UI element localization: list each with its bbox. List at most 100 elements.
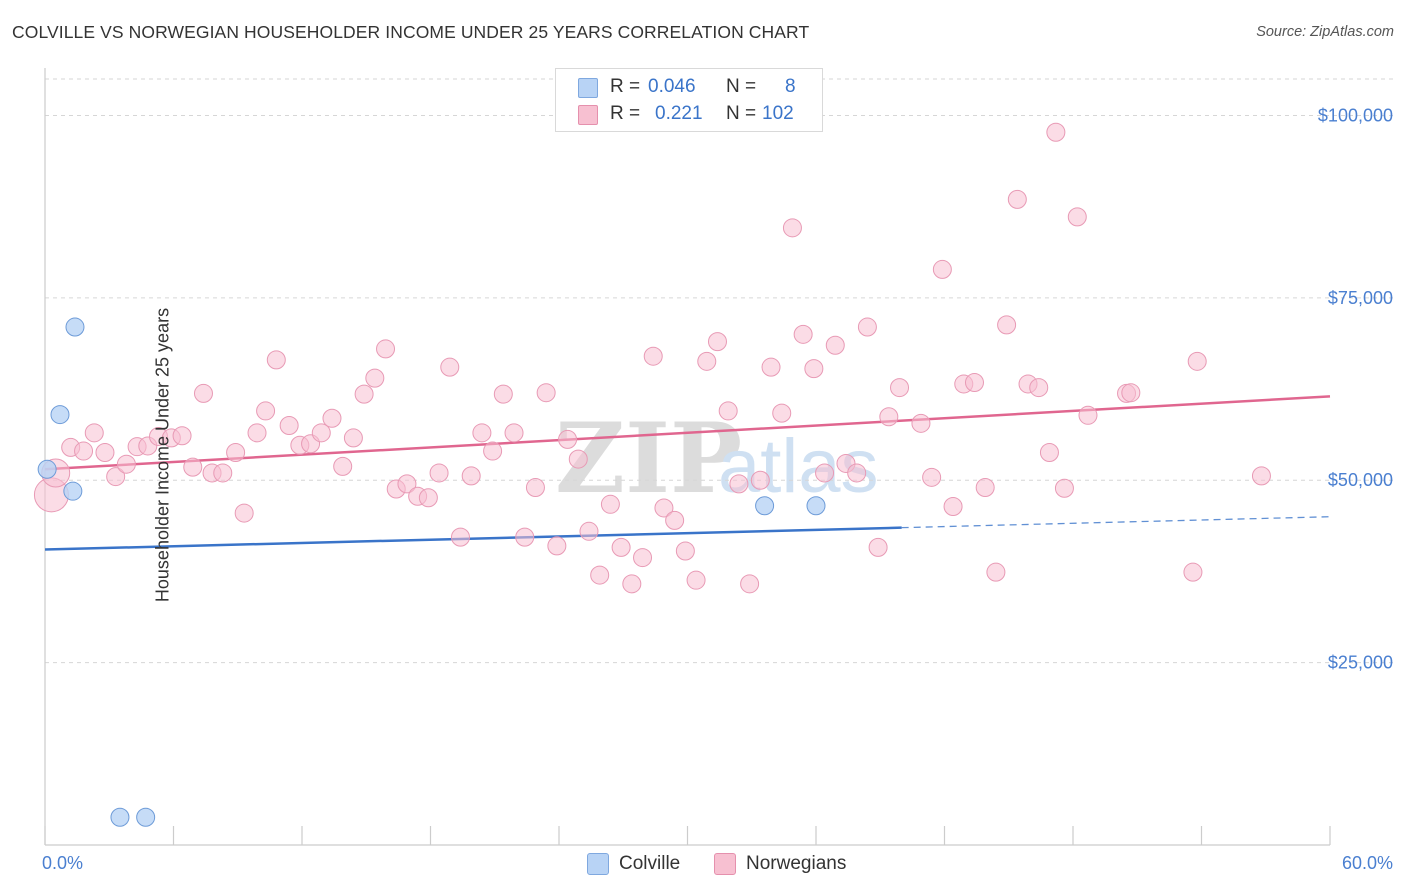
x-tick-label-max: 60.0% <box>1342 853 1393 873</box>
colville-legend-swatch <box>587 853 609 875</box>
y-axis-label-text: Householder Income Under 25 years <box>152 307 173 603</box>
norwegians-point <box>740 574 760 594</box>
colville-swatch <box>578 78 598 98</box>
norwegians-point <box>322 408 342 428</box>
legend-r-label-1: R = <box>610 76 641 97</box>
legend-n-value-1: 8 <box>785 76 796 97</box>
data-points <box>33 122 1271 827</box>
norwegians-point <box>686 570 706 590</box>
y-tick-label: $100,000 <box>1318 105 1393 125</box>
norwegians-point <box>234 503 254 523</box>
norwegians-point <box>600 494 620 514</box>
norwegians-point <box>547 536 567 556</box>
norwegians-point <box>172 426 192 446</box>
norwegians-point <box>493 384 513 404</box>
norwegians-point <box>472 423 492 443</box>
norwegians-point <box>815 463 835 483</box>
norwegians-point <box>95 443 115 463</box>
y-tick-label: $50,000 <box>1328 470 1393 490</box>
colville-legend-label: Colville <box>619 853 681 874</box>
colville-point <box>63 481 83 501</box>
norwegians-point <box>1039 443 1059 463</box>
norwegians-point <box>1251 466 1271 486</box>
norwegians-trend-line <box>44 395 1331 471</box>
legend-n-value-2: 102 <box>762 103 794 124</box>
norwegians-point <box>354 384 374 404</box>
norwegians-point <box>1078 405 1098 425</box>
norwegians-point <box>718 401 738 421</box>
norwegians-point <box>643 346 663 366</box>
colville-point <box>136 807 156 827</box>
norwegians-point <box>311 423 331 443</box>
colville-trend-extension <box>901 516 1331 529</box>
norwegians-point <box>84 423 104 443</box>
norwegians-point <box>697 351 717 371</box>
norwegians-point <box>183 457 203 477</box>
norwegians-point <box>376 339 396 359</box>
colville-point <box>65 317 85 337</box>
norwegians-point <box>975 478 995 498</box>
norwegians-point <box>675 541 695 561</box>
legend-n-label-1: N = <box>726 76 757 97</box>
norwegians-point <box>761 357 781 377</box>
norwegians-point <box>868 537 888 557</box>
norwegians-point <box>279 416 299 436</box>
norwegians-point <box>1029 378 1049 398</box>
norwegians-point <box>772 403 792 423</box>
norwegians-point <box>1054 478 1074 498</box>
colville-point <box>50 405 70 425</box>
norwegians-point <box>1007 189 1027 209</box>
norwegians-point <box>256 401 276 421</box>
x-tick-labels: 0.0% 60.0% <box>42 853 1393 873</box>
y-axis-label: Householder Income Under 25 years <box>153 308 174 602</box>
norwegians-point <box>74 441 94 461</box>
norwegians-point <box>825 335 845 355</box>
norwegians-point <box>213 463 233 483</box>
norwegians-point <box>418 488 438 508</box>
norwegians-point <box>1046 122 1066 142</box>
norwegians-swatch <box>578 105 598 125</box>
norwegians-point <box>106 467 126 487</box>
colville-point <box>806 496 826 516</box>
norwegians-point <box>633 548 653 568</box>
norwegians-legend-swatch <box>714 853 736 875</box>
norwegians-point <box>857 317 877 337</box>
axes <box>44 68 1331 846</box>
legend-r-value-2: 0.221 <box>655 103 703 124</box>
y-tick-label: $25,000 <box>1328 653 1393 673</box>
norwegians-point <box>847 463 867 483</box>
norwegians-point <box>750 470 770 490</box>
norwegians-point <box>558 429 578 449</box>
legend-r-label-2: R = <box>610 103 641 124</box>
chart-title: COLVILLE VS NORWEGIAN HOUSEHOLDER INCOME… <box>12 22 810 42</box>
norwegians-legend-label: Norwegians <box>746 853 847 874</box>
colville-point <box>37 459 57 479</box>
norwegians-point <box>590 565 610 585</box>
trend-lines <box>44 395 1331 551</box>
norwegians-point <box>333 456 353 476</box>
norwegians-point <box>622 574 642 594</box>
norwegians-point <box>611 537 631 557</box>
norwegians-point <box>461 466 481 486</box>
legend-r-value-1: 0.046 <box>648 76 696 97</box>
norwegians-point <box>193 383 213 403</box>
norwegians-point <box>964 372 984 392</box>
norwegians-point <box>943 497 963 517</box>
legend-n-label-2: N = <box>726 103 757 124</box>
norwegians-point <box>986 562 1006 582</box>
norwegians-point <box>707 332 727 352</box>
norwegians-point <box>568 449 588 469</box>
norwegians-point <box>1187 351 1207 371</box>
norwegians-point <box>1067 207 1087 227</box>
norwegians-point <box>579 521 599 541</box>
colville-point <box>755 496 775 516</box>
norwegians-point <box>793 324 813 344</box>
norwegians-point <box>116 454 136 474</box>
norwegians-point <box>890 378 910 398</box>
norwegians-point <box>450 527 470 547</box>
norwegians-point <box>665 510 685 530</box>
norwegians-point <box>1121 383 1141 403</box>
colville-trend-line <box>44 526 902 551</box>
norwegians-point <box>429 463 449 483</box>
